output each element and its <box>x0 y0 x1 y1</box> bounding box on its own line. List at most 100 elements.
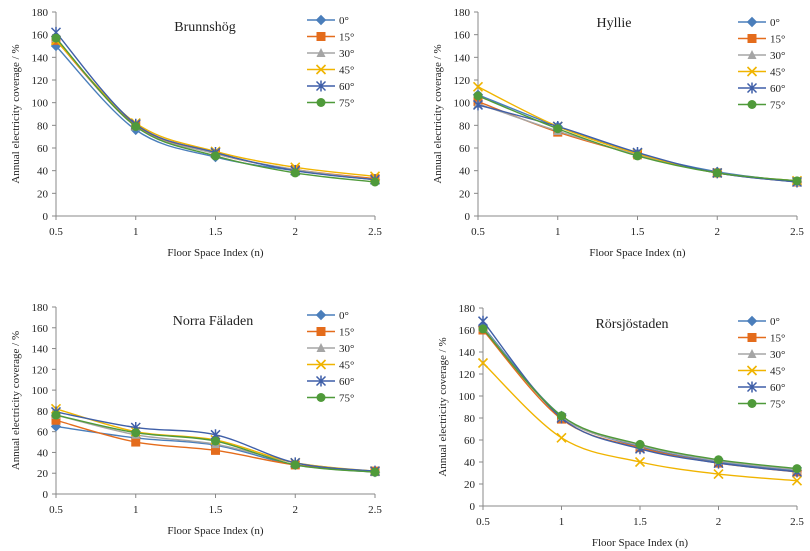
data-point <box>635 439 645 449</box>
y-tick-label: 100 <box>32 385 49 397</box>
x-tick-label: 1 <box>555 226 561 238</box>
legend-label: 60° <box>339 81 354 93</box>
x-tick-label: 1.5 <box>633 516 647 528</box>
data-point <box>370 467 380 477</box>
legend-marker <box>747 50 757 59</box>
chart-title: Rörsjöstaden <box>595 317 668 332</box>
data-point <box>51 415 61 425</box>
y-tick-label: 0 <box>465 211 471 223</box>
chart-panel: 0 20 40 60 80 100 120 140 160 180 0.5 1 1.5 2 2.5 Floor… <box>10 7 382 259</box>
legend-label: 30° <box>339 343 354 355</box>
legend-label: 30° <box>770 349 785 361</box>
y-tick-label: 0 <box>43 211 49 223</box>
series-line <box>477 95 798 182</box>
legend-label: 75° <box>339 393 354 405</box>
data-point <box>633 151 642 161</box>
legend-label: 0° <box>770 316 780 328</box>
legend-label: 75° <box>770 100 785 112</box>
x-tick-label: 2 <box>293 504 299 516</box>
x-axis-title: Floor Space Index (n) <box>167 247 264 259</box>
legend-label: 45° <box>339 65 354 77</box>
legend-label: 45° <box>770 67 785 79</box>
data-point <box>791 475 803 486</box>
y-tick-label: 180 <box>454 7 471 19</box>
legend-marker <box>316 48 326 57</box>
data-point <box>472 81 484 92</box>
data-point <box>131 437 141 447</box>
legend-marker <box>747 100 757 109</box>
legend-marker <box>315 359 327 370</box>
data-point <box>290 168 300 178</box>
y-tick-label: 60 <box>459 143 471 155</box>
y-axis-title: Annual electricity coverage / % <box>10 331 22 470</box>
legend-marker <box>316 393 326 402</box>
legend-marker <box>316 327 326 336</box>
legend-marker <box>316 98 326 107</box>
chart-title: Norra Fäladen <box>173 314 253 329</box>
x-tick-label: 2.5 <box>368 226 382 238</box>
x-axis-title: Floor Space Index (n) <box>592 537 689 549</box>
series-line <box>55 31 376 181</box>
y-tick-label: 80 <box>464 413 476 425</box>
y-tick-label: 140 <box>459 347 476 359</box>
data-point <box>477 357 489 369</box>
y-tick-label: 120 <box>459 369 476 381</box>
legend-label: 30° <box>770 50 785 62</box>
x-tick-label: 1 <box>133 226 139 238</box>
y-tick-label: 180 <box>459 303 476 315</box>
y-tick-label: 160 <box>459 325 476 337</box>
legend-marker <box>315 309 327 321</box>
y-tick-label: 60 <box>37 427 49 439</box>
y-tick-label: 140 <box>32 52 49 64</box>
legend-label: 0° <box>339 310 349 322</box>
y-tick-label: 100 <box>459 391 476 403</box>
legend-marker <box>746 365 758 376</box>
y-axis-title: Annual electricity coverage / % <box>10 44 22 183</box>
chart-title: Brunnshög <box>174 20 235 35</box>
series-line <box>477 86 798 182</box>
x-tick-label: 1.5 <box>209 504 223 516</box>
y-tick-label: 80 <box>37 120 49 132</box>
y-tick-label: 20 <box>464 479 476 491</box>
data-point <box>557 411 566 421</box>
legend-label: 15° <box>339 32 354 44</box>
x-tick-label: 2.5 <box>790 226 804 238</box>
y-tick-label: 40 <box>37 166 49 178</box>
data-point <box>370 177 380 187</box>
x-tick-label: 1.5 <box>631 226 645 238</box>
legend-label: 60° <box>339 376 354 388</box>
x-tick-label: 1 <box>559 516 565 528</box>
legend-marker <box>316 343 326 352</box>
legend-marker <box>746 82 758 94</box>
legend-label: 0° <box>339 15 349 27</box>
legend-label: 15° <box>770 34 785 46</box>
legend-label: 45° <box>339 360 354 372</box>
data-point <box>131 428 141 438</box>
y-tick-label: 100 <box>454 98 471 110</box>
y-tick-label: 100 <box>32 98 49 110</box>
y-tick-label: 140 <box>32 344 49 356</box>
legend-marker <box>315 80 327 92</box>
y-tick-label: 20 <box>37 468 49 480</box>
y-tick-label: 180 <box>32 7 49 19</box>
legend-marker <box>747 333 757 342</box>
y-tick-label: 40 <box>459 166 471 178</box>
legend-marker <box>315 14 327 26</box>
x-tick-label: 2 <box>293 226 299 238</box>
x-tick-label: 0.5 <box>476 516 490 528</box>
legend-label: 15° <box>339 327 354 339</box>
x-axis-title: Floor Space Index (n) <box>589 247 686 259</box>
y-tick-label: 0 <box>470 501 476 513</box>
legend-marker <box>746 315 758 327</box>
data-point <box>472 99 484 111</box>
chart-title: Hyllie <box>597 16 632 31</box>
legend-marker <box>746 381 758 393</box>
x-tick-label: 2.5 <box>368 504 382 516</box>
legend-label: 60° <box>770 382 785 394</box>
data-point <box>553 124 563 134</box>
data-point <box>131 121 141 131</box>
legend-marker <box>746 16 758 28</box>
legend-marker <box>315 64 327 75</box>
y-tick-label: 160 <box>32 323 49 335</box>
